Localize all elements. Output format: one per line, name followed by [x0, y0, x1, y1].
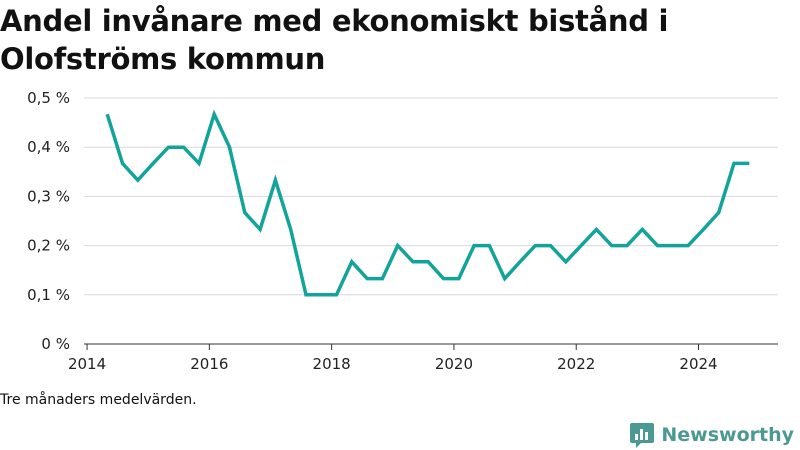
- series-line-0: [105, 109, 750, 297]
- footnote: Tre månaders medelvärden.: [0, 392, 197, 408]
- brand-name: Newsworthy: [661, 424, 794, 446]
- brand[interactable]: Newsworthy: [629, 420, 794, 450]
- y-tick-label: 0,4 %: [27, 138, 70, 156]
- x-tick-label: 2024: [679, 355, 717, 373]
- chart-title: Andel invånare med ekonomiskt bistånd i …: [0, 4, 669, 76]
- axes: [84, 343, 778, 350]
- x-tick-labels: 2014 2016 2018 2020 2022 2024: [68, 355, 718, 373]
- newsworthy-logo-icon: [630, 423, 655, 448]
- y-tick-label: 0 %: [41, 335, 70, 353]
- y-tick-label: 0,3 %: [27, 187, 70, 205]
- y-tick-label: 0,1 %: [27, 286, 70, 304]
- x-tick-label: 2020: [435, 355, 473, 373]
- x-tick-label: 2018: [313, 355, 351, 373]
- y-tick-labels: 0 % 0,1 % 0,2 % 0,3 % 0,4 % 0,5 %: [27, 89, 70, 353]
- x-tick-label: 2022: [557, 355, 595, 373]
- x-tick-label: 2014: [68, 355, 106, 373]
- y-tick-label: 0,2 %: [27, 237, 70, 255]
- y-tick-label: 0,5 %: [27, 89, 70, 107]
- x-tick-label: 2016: [190, 355, 228, 373]
- series: [105, 109, 750, 297]
